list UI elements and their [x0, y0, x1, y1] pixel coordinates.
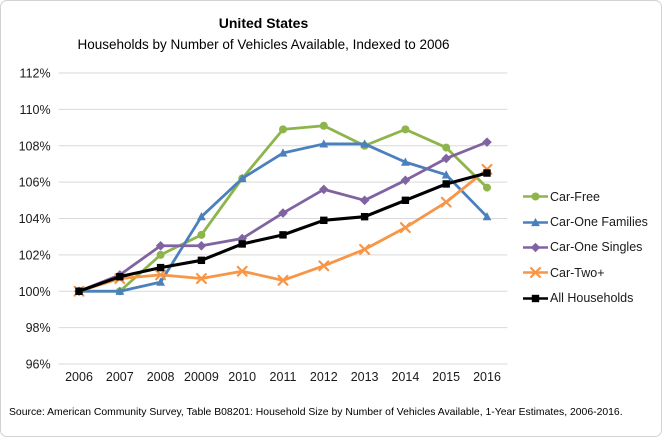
legend-swatch-car-free [523, 192, 548, 201]
y-tick-label: 104% [19, 212, 51, 226]
legend-swatch-all-households [523, 294, 548, 302]
triangle-marker [237, 173, 247, 183]
square-marker [360, 212, 369, 221]
diamond-marker [155, 240, 166, 251]
legend-label: Car-One Singles [550, 240, 643, 255]
square-marker [156, 263, 165, 272]
diamond-marker [196, 240, 207, 251]
legend-label: Car-Two+ [550, 265, 605, 280]
square-marker [531, 294, 540, 302]
x-marker [236, 265, 248, 277]
square-marker [279, 231, 287, 239]
square-marker [401, 196, 410, 205]
diamond-marker [319, 184, 329, 195]
circle-marker [156, 250, 165, 259]
circle-marker [531, 192, 540, 201]
triangle-marker [401, 157, 410, 166]
diamond-marker [441, 153, 451, 164]
circle-marker [442, 143, 451, 152]
y-tick-label: 106% [19, 176, 51, 190]
triangle-marker [360, 139, 369, 148]
circle-marker [197, 230, 206, 239]
triangle-marker [156, 277, 165, 286]
x-tick-label: 2008 [147, 370, 175, 384]
legend-swatch-car-one-singles [523, 242, 548, 253]
legend-item-all-households: All Households [522, 286, 648, 311]
x-tick-label: 2007 [106, 370, 134, 384]
chart-subtitle: Households by Number of Vehicles Availab… [77, 36, 450, 52]
legend-item-car-one-families: Car-One Families [522, 209, 648, 234]
legend-swatch-car-two [523, 267, 548, 279]
x-marker [359, 243, 371, 255]
legend-item-car-two: Car-Two+ [522, 260, 648, 285]
series-car-one-families [74, 139, 492, 295]
x-marker [440, 196, 452, 208]
legend-label: Car-One Families [550, 215, 648, 230]
square-marker [238, 240, 246, 248]
x-marker [530, 267, 541, 279]
x-marker [318, 260, 330, 272]
circle-marker [483, 183, 491, 192]
square-marker [197, 256, 206, 265]
circle-marker [401, 125, 410, 134]
diamond-marker [400, 175, 411, 186]
x-tick-label: 2015 [432, 370, 460, 384]
square-marker [442, 180, 450, 188]
y-tick-label: 100% [19, 285, 51, 299]
x-tick-label: 2014 [391, 370, 419, 384]
triangle-marker [319, 139, 329, 148]
square-marker [483, 169, 491, 177]
series-all-households [75, 169, 491, 295]
x-tick-label: 2011 [270, 370, 297, 384]
y-tick-label: 110% [20, 103, 51, 117]
circle-marker [279, 125, 287, 134]
x-marker [195, 273, 207, 285]
square-marker [320, 216, 328, 225]
triangle-marker [278, 148, 288, 157]
y-tick-label: 98% [26, 321, 51, 335]
circle-marker [319, 121, 328, 130]
diamond-marker [278, 208, 288, 218]
x-tick-label: 2006 [65, 370, 93, 384]
diamond-marker [482, 137, 492, 147]
x-marker [277, 274, 289, 286]
legend-item-car-one-singles: Car-One Singles [522, 235, 648, 260]
y-tick-label: 108% [19, 139, 51, 153]
chart-title: United States [218, 15, 309, 31]
diamond-marker [359, 195, 370, 206]
legend-label: All Households [550, 291, 634, 306]
x-tick-label: 2010 [228, 370, 256, 384]
x-tick-label: 20009 [184, 370, 219, 384]
x-tick-label: 2016 [473, 370, 501, 384]
diamond-marker [530, 242, 541, 253]
square-marker [75, 287, 83, 295]
triangle-marker [441, 170, 451, 179]
source-note: Source: American Community Survey, Table… [9, 407, 623, 418]
diamond-marker [237, 233, 247, 244]
legend-item-car-free: Car-Free [522, 184, 648, 209]
legend-swatch-car-one-families [523, 217, 548, 226]
y-tick-label: 96% [26, 358, 51, 372]
triangle-marker [482, 212, 492, 221]
triangle-marker [197, 212, 206, 221]
y-tick-label: 102% [19, 248, 51, 262]
y-tick-label: 112% [20, 67, 51, 81]
legend-label: Car-Free [550, 189, 601, 204]
chart-header: United States Households by Number of Ve… [1, 13, 526, 56]
square-marker [116, 273, 124, 281]
series-car-two [73, 163, 493, 297]
x-tick-label: 2013 [351, 370, 379, 384]
triangle-marker [115, 286, 125, 295]
x-marker [155, 269, 167, 281]
x-marker [399, 222, 411, 234]
legend: Car-Free Car-One Families Car-One Singles C… [522, 184, 648, 311]
x-tick-label: 2012 [310, 370, 338, 384]
triangle-marker [531, 217, 540, 226]
